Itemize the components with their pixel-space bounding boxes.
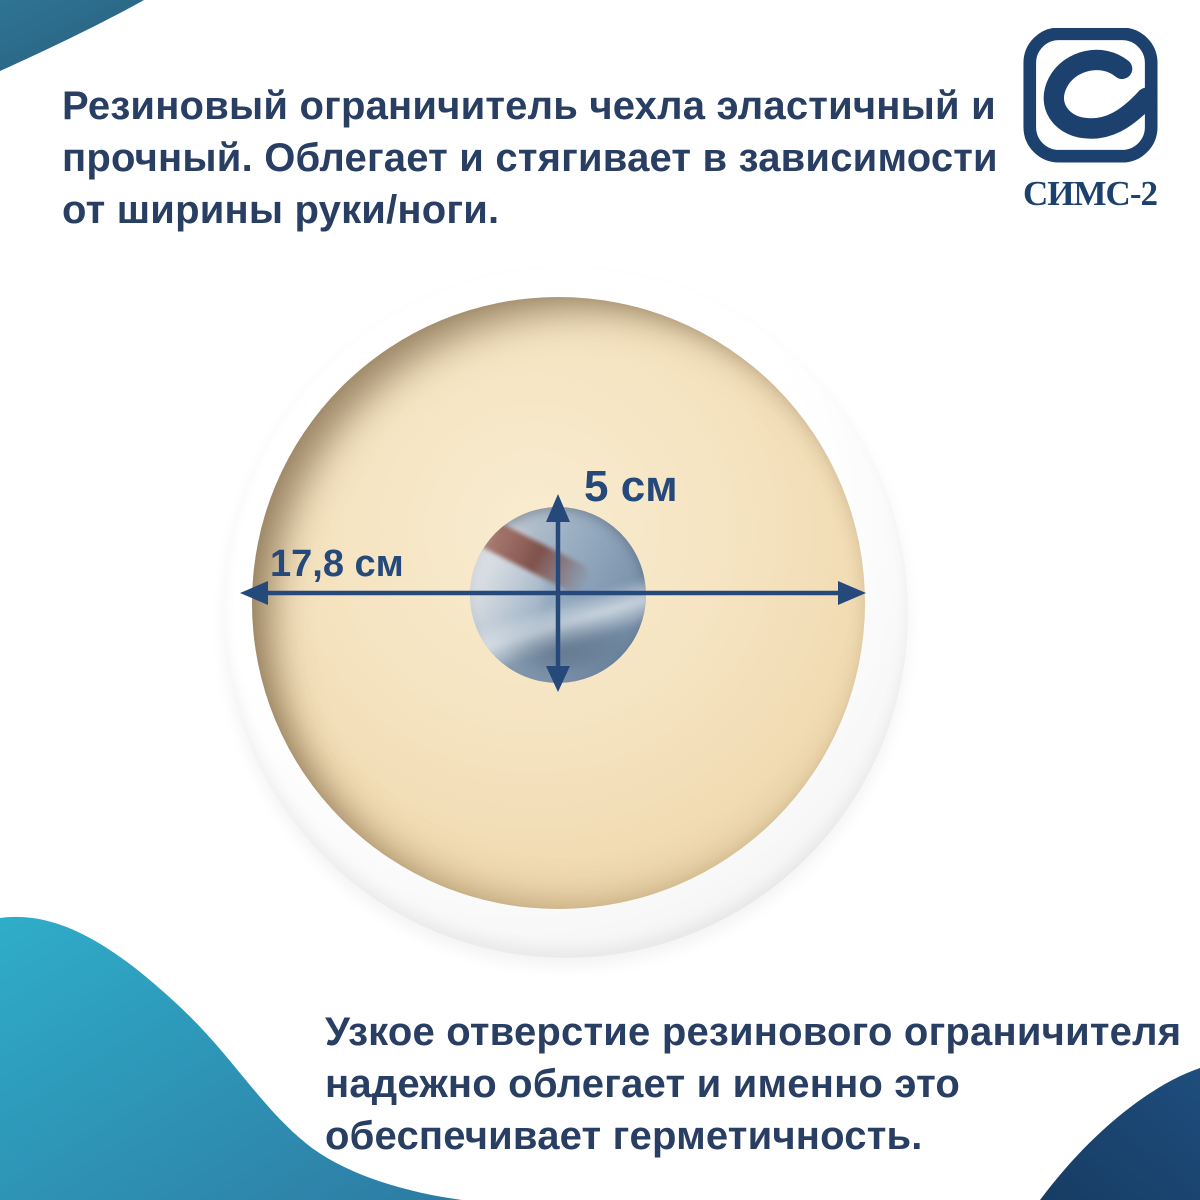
bottom-description: Узкое отверстие резинового ограничителя … (325, 1006, 1181, 1162)
top-description-line: Резиновый ограничитель чехла эластичный … (62, 84, 996, 128)
hole-diameter-label: 5 см (584, 462, 678, 511)
top-description: Резиновый ограничитель чехла эластичный … (62, 80, 998, 236)
brand-logo: СИМС-2 (1018, 27, 1162, 214)
disc-diameter-label: 17,8 см (270, 543, 404, 585)
top-description-line: прочный. Облегает и стягивает в зависимо… (62, 136, 998, 180)
sims2-swoosh-icon (1023, 27, 1158, 163)
bottom-description-line: надежно облегает и именно это (325, 1062, 961, 1106)
brand-name: СИМС-2 (1023, 174, 1158, 213)
bottom-description-line: обеспечивает герметичность. (325, 1114, 923, 1158)
product-center-hole (470, 507, 646, 683)
bottom-description-line: Узкое отверстие резинового ограничителя (325, 1010, 1182, 1054)
top-left-wave-blob (0, 0, 144, 71)
top-description-line: от ширины руки/ноги. (62, 188, 500, 232)
